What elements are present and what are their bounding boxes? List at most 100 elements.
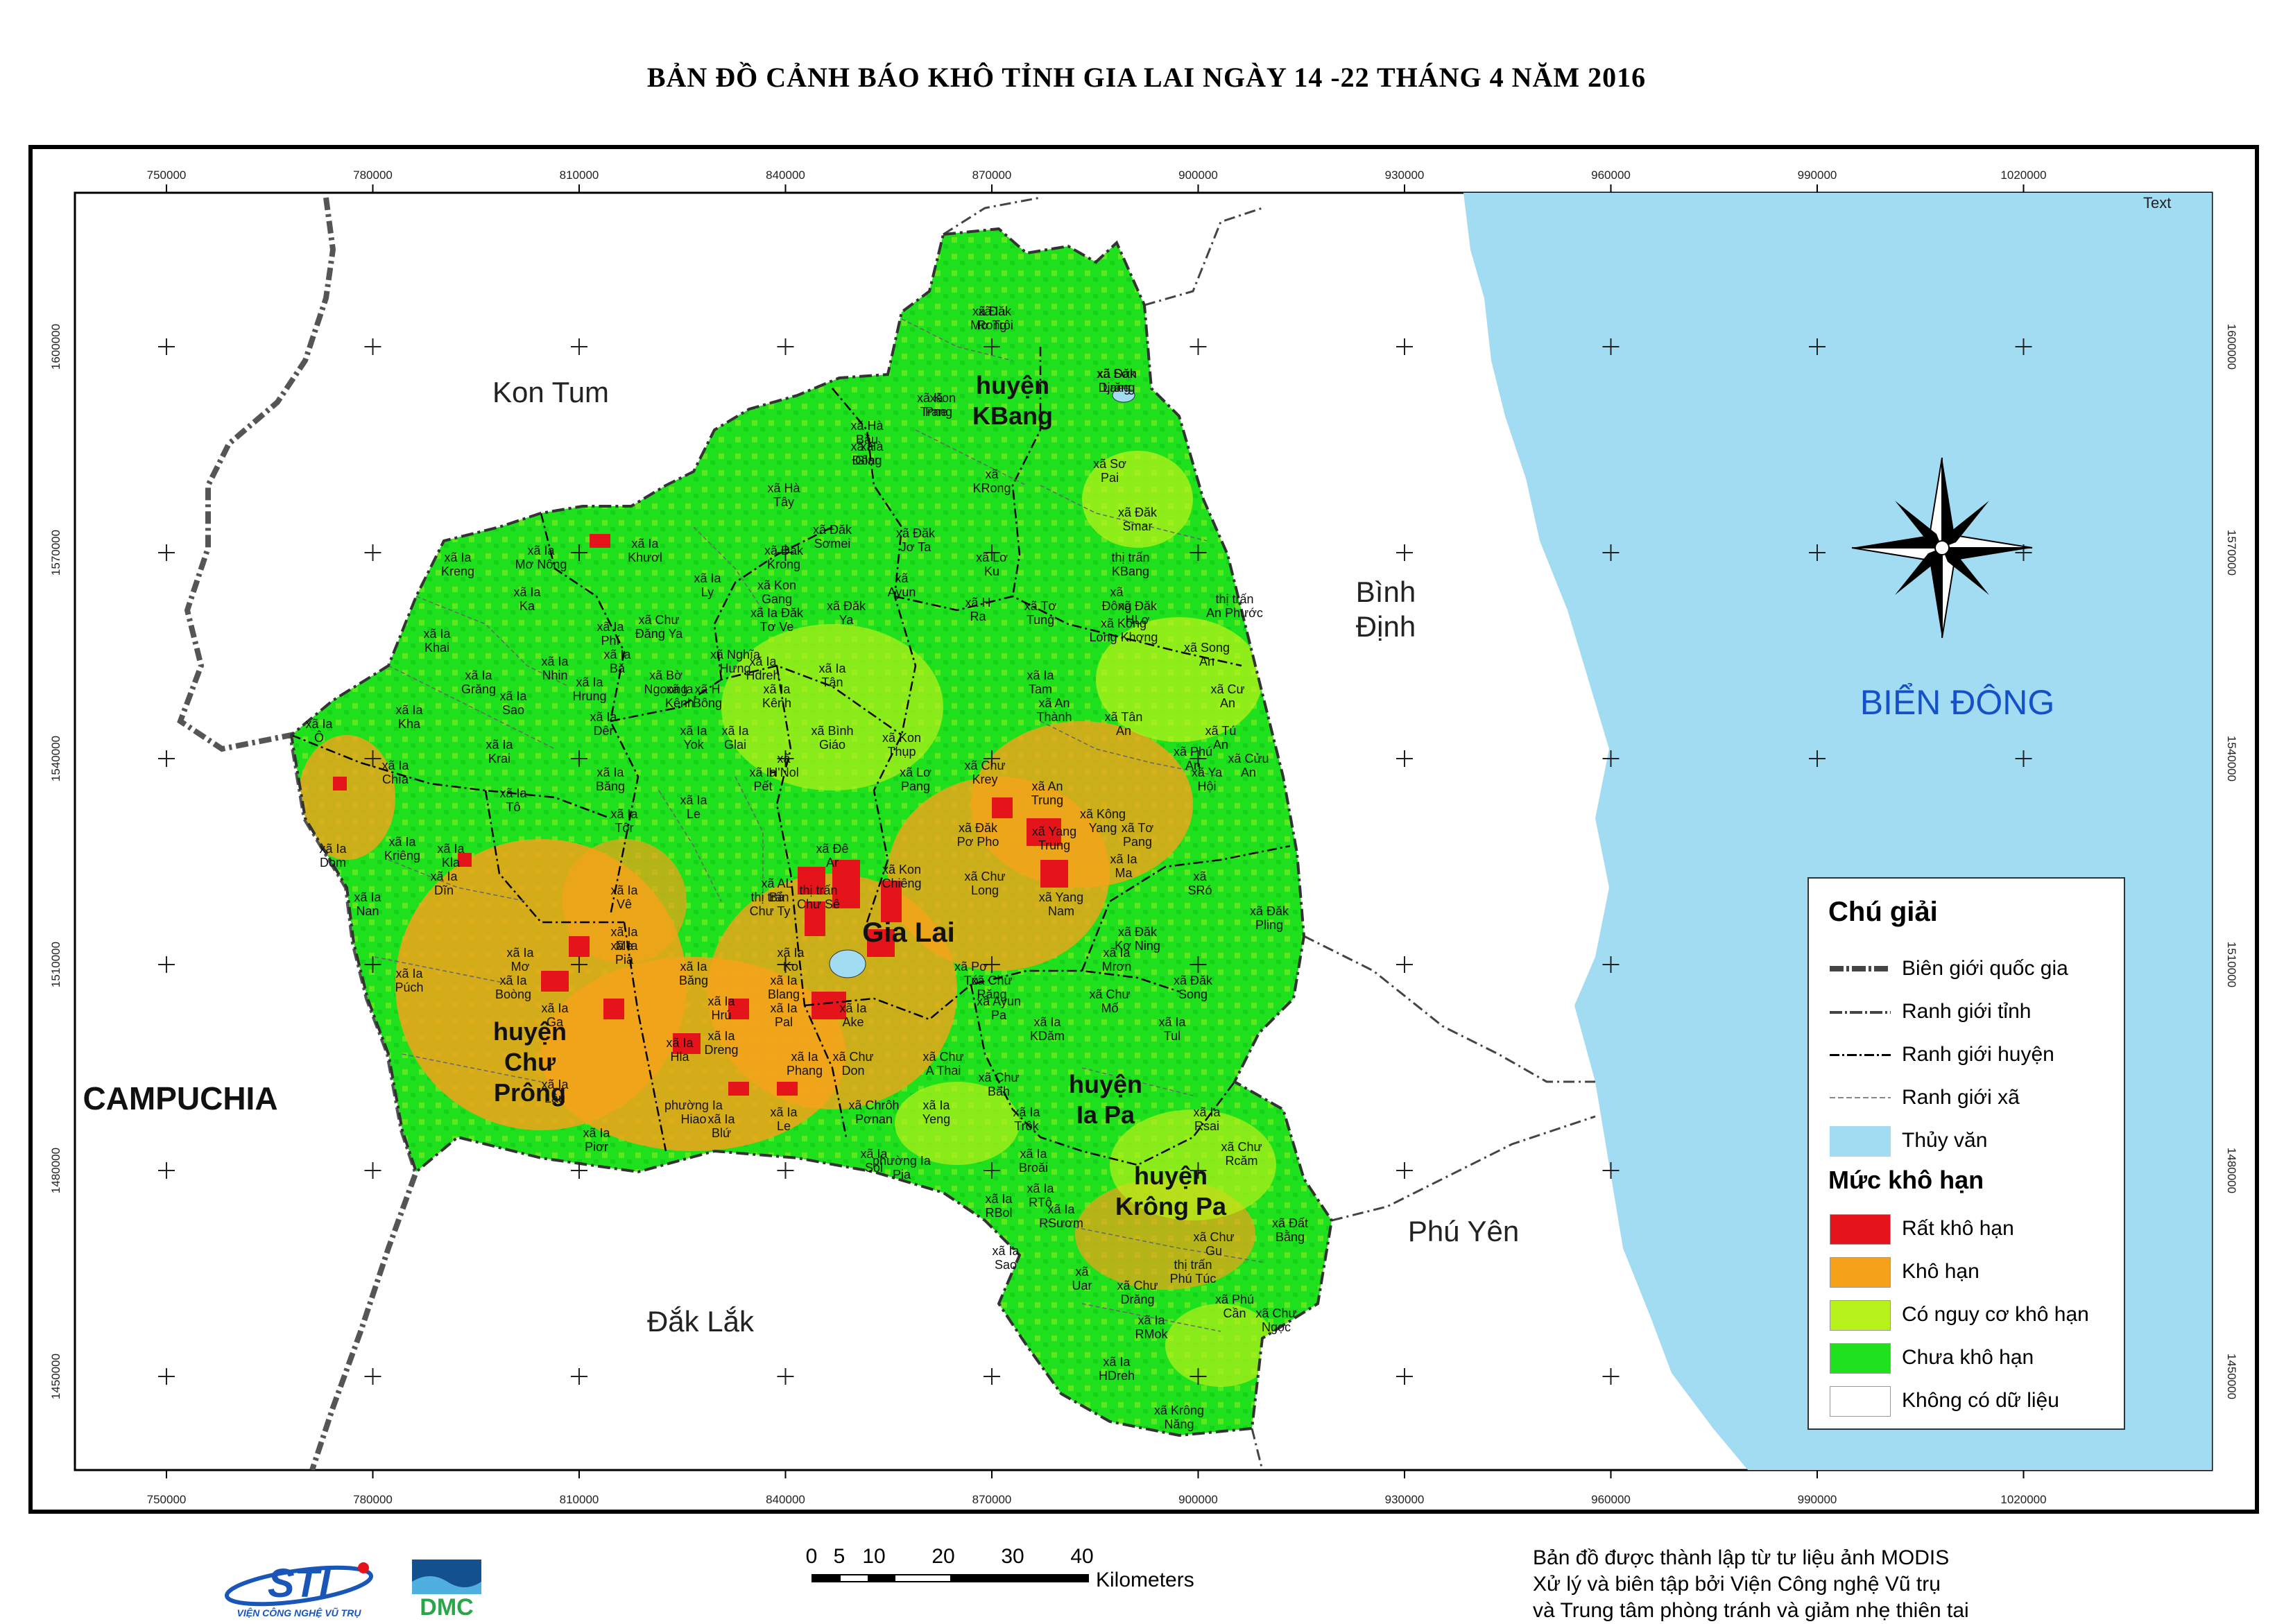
commune-label: xã Ia Blứ xyxy=(707,1112,735,1140)
commune-label: xã Cửu An xyxy=(1228,752,1269,779)
x-tick-label: 840000 xyxy=(766,169,805,182)
commune-label: xã Chư Drăng xyxy=(1117,1279,1158,1306)
grid-cross xyxy=(1602,338,1620,355)
x-tick-label: 870000 xyxy=(972,1493,1012,1506)
grid-cross xyxy=(158,1368,175,1385)
commune-label: xã Đăk Smar xyxy=(1118,506,1158,533)
map-credits: Bản đồ được thành lập từ tư liệu ảnh MOD… xyxy=(1533,1545,1969,1624)
grid-cross xyxy=(158,750,175,767)
commune-border-symbol xyxy=(1828,1082,1892,1114)
gia-lai-province-outline xyxy=(289,227,1334,1437)
commune-label: xã Ia Le xyxy=(770,1105,798,1133)
commune-label: thị trấn Chư Ty xyxy=(750,890,791,918)
legend-label-very-dry: Rất khô hạn xyxy=(1902,1217,2014,1240)
commune-label: xã Bình Giáo xyxy=(811,724,853,752)
commune-label: xã Ia Ma xyxy=(1110,852,1137,880)
drought-patches xyxy=(298,451,1276,1387)
x-tick-label: 780000 xyxy=(353,169,393,182)
x-tick-label: 1020000 xyxy=(2000,169,2046,182)
label-gia-lai-city: Gia Lai xyxy=(862,917,954,948)
legend-row-district: Ranh giới huyện xyxy=(1828,1037,2054,1072)
commune-label: xã Ia Pal xyxy=(770,1001,798,1029)
x-tick-label: 810000 xyxy=(560,1493,599,1506)
grid-cross xyxy=(364,338,381,355)
grid-cross xyxy=(364,1368,381,1385)
scale-num-5: 5 xyxy=(833,1545,845,1568)
legend-label-not-dry: Chưa khô hạn xyxy=(1902,1346,2034,1369)
commune-label: xã An Thành xyxy=(1036,696,1072,724)
no-data-swatch xyxy=(1830,1386,1891,1417)
commune-label: xã Đăk Song xyxy=(1174,974,1213,1001)
dry-swatch xyxy=(1830,1257,1891,1288)
commune-label: xã Đăk Sơmei xyxy=(813,523,852,551)
y-tick-label: 1600000 xyxy=(49,324,62,370)
province-border-daklak xyxy=(1251,1428,1264,1470)
y-tick-label: 1540000 xyxy=(2225,736,2238,781)
commune-label: xã H Ra xyxy=(965,596,990,623)
commune-label: xã Ia Ga xyxy=(541,1001,569,1029)
commune-label: xã Ia Khươl xyxy=(628,537,662,564)
commune-label: xã Ia Đăk Tơ Ve xyxy=(750,606,804,634)
credit-line-2: Xử lý và biên tập bởi Viện Công nghệ Vũ … xyxy=(1533,1573,1941,1596)
scale-num-30: 30 xyxy=(1001,1545,1024,1568)
legend-label-dry: Khô hạn xyxy=(1902,1260,1979,1283)
commune-label: xã Chư Mố xyxy=(1089,987,1130,1015)
commune-label: xã Kông Yang xyxy=(1080,807,1126,835)
grid-cross xyxy=(158,956,175,973)
commune-label: xã Ia RMok xyxy=(1135,1313,1168,1341)
x-tick-label: 960000 xyxy=(1591,1493,1631,1506)
grid-cross xyxy=(984,544,1000,561)
commune-label: xã Ia Tôr xyxy=(610,807,638,835)
commune-label: xã Trang xyxy=(920,391,952,419)
province-border-kontum xyxy=(943,196,1263,306)
commune-label: thị trấn Chư Sê xyxy=(797,883,840,911)
commune-label: xã Ia Boòng xyxy=(495,974,531,1001)
legend-section-title: Mức khô hạn xyxy=(1828,1166,1984,1194)
commune-label: xã H'Nol xyxy=(768,752,798,779)
commune-label: xã Ia Mơ Nông xyxy=(515,544,567,571)
grid-cross xyxy=(1602,544,1620,561)
district-boundaries xyxy=(291,347,1291,1166)
legend-title: Chú giải xyxy=(1828,897,1938,927)
grid-cross xyxy=(364,956,381,973)
label-iapa-1: huyện xyxy=(1069,1070,1142,1098)
commune-label: xã Ia Pết xyxy=(749,766,777,793)
legend-label-risk: Có nguy cơ khô hạn xyxy=(1902,1303,2089,1326)
commune-label: phường Ia Pia xyxy=(873,1154,931,1182)
commune-label: xã Ia Phang xyxy=(787,1050,823,1078)
commune-label: xã Phú Cần xyxy=(1215,1293,1254,1320)
commune-label: phường Ia Hiao xyxy=(664,1098,723,1126)
commune-label: xã Đăk Jơ Ta xyxy=(896,526,936,554)
water-symbol xyxy=(1828,1125,1892,1157)
grid-cross xyxy=(1396,1162,1413,1179)
commune-label: xã H Bông xyxy=(693,682,722,710)
commune-label: xã Sơ Pai xyxy=(1093,457,1126,485)
commune-label: xã Tơ Pang xyxy=(1122,821,1154,849)
commune-label: xã Đất Bằng xyxy=(1272,1216,1308,1244)
commune-label: xã Ia Hdreh xyxy=(746,655,780,682)
grid-cross xyxy=(1602,1368,1620,1385)
commune-label: xã Ia Tam xyxy=(1027,668,1054,696)
national-border-symbol xyxy=(1828,953,1892,985)
legend-row-not-dry: Chưa khô hạn xyxy=(1828,1340,2034,1375)
scale-bar-segments xyxy=(811,1574,1089,1582)
grid-cross xyxy=(1809,544,1826,561)
commune-label: xã Yang Trung xyxy=(1032,824,1076,852)
lake-north xyxy=(1112,388,1135,403)
grid-cross xyxy=(984,1368,1000,1385)
credit-line-3: và Trung tâm phòng tránh và giảm nhẹ thi… xyxy=(1533,1599,1969,1622)
commune-label: xã Ia Dreng xyxy=(704,1029,738,1057)
x-tick-label: 870000 xyxy=(972,169,1012,182)
province-border-binhdinh xyxy=(1303,935,1595,1083)
commune-label: xã Chư Don xyxy=(832,1050,873,1078)
commune-label: xã Tơ Tung xyxy=(1024,599,1057,627)
sti-logo: STI VIỆN CÔNG NGHỆ VŨ TRỤ xyxy=(224,1561,374,1618)
commune-label: xã Ia Dêr xyxy=(590,710,617,738)
scale-bar: 0 5 10 20 30 40 Kilometers xyxy=(805,1545,1262,1600)
north-arrow xyxy=(1851,457,2033,639)
x-tick-label: 840000 xyxy=(766,1493,805,1506)
commune-label: xã Chư Răng xyxy=(971,974,1012,1001)
svg-text:STI: STI xyxy=(268,1561,332,1606)
scale-num-0: 0 xyxy=(805,1545,818,1568)
district-border-symbol xyxy=(1828,1039,1892,1071)
